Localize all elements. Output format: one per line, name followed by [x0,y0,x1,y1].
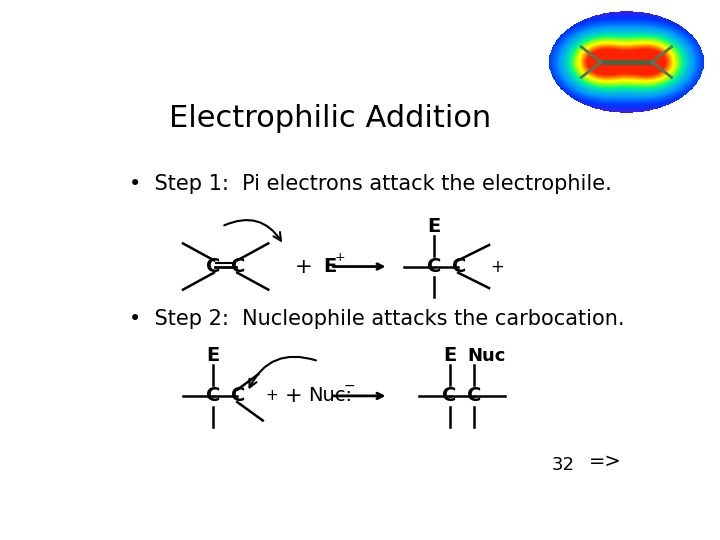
Text: E: E [443,346,456,366]
Text: Nuc:: Nuc: [308,387,352,406]
Text: +: + [266,388,279,403]
Text: 32: 32 [552,456,575,474]
Text: E: E [428,217,441,236]
Text: C: C [442,387,456,406]
Text: E: E [207,346,220,366]
Text: E: E [323,257,337,276]
Text: C: C [467,387,482,406]
Text: C: C [427,257,441,276]
Text: C: C [231,387,246,406]
Text: =>: => [589,452,622,471]
Text: +: + [335,251,346,264]
Text: Electrophilic Addition: Electrophilic Addition [169,104,491,133]
Text: C: C [231,257,246,276]
Text: •  Step 2:  Nucleophile attacks the carbocation.: • Step 2: Nucleophile attacks the carboc… [129,309,624,329]
Text: C: C [451,257,466,276]
FancyArrowPatch shape [224,220,281,241]
Text: +: + [490,258,504,275]
Text: •  Step 1:  Pi electrons attack the electrophile.: • Step 1: Pi electrons attack the electr… [129,174,611,194]
Text: Nuc: Nuc [467,347,506,365]
Text: −: − [344,379,356,393]
Text: +: + [285,386,302,406]
Text: C: C [206,257,220,276]
Text: +: + [294,256,312,276]
Text: C: C [206,387,220,406]
FancyArrowPatch shape [250,357,316,388]
